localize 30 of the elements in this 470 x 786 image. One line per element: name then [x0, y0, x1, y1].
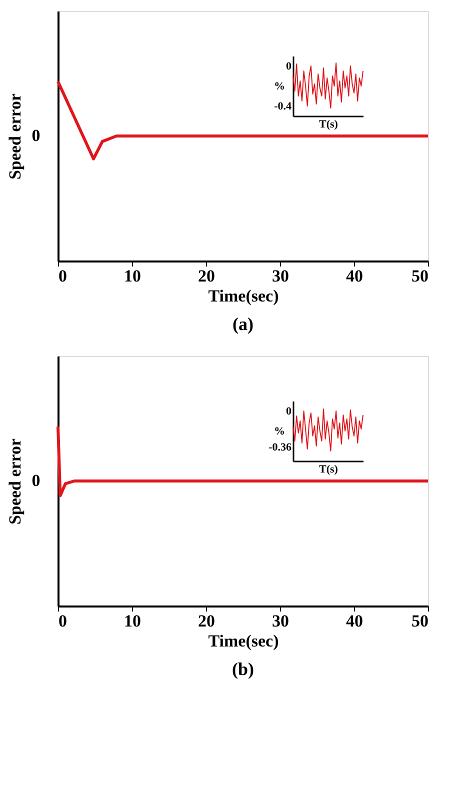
- x-axis-title: Time(sec): [208, 286, 279, 306]
- x-tick-label: 20: [198, 266, 215, 286]
- y-axis-title: Speed error: [6, 438, 24, 525]
- x-tick-label: 50: [412, 266, 428, 286]
- y-axis-title: %: [274, 426, 285, 438]
- y-tick-label: -0.4: [274, 100, 292, 112]
- y-tick-label: 0: [286, 60, 292, 72]
- y-axis-title: Speed error: [6, 93, 24, 180]
- x-tick-label: 30: [272, 266, 289, 286]
- x-tick-label: 40: [346, 612, 363, 630]
- x-tick-label: 50: [412, 612, 428, 630]
- x-tick-label: 0: [58, 266, 67, 286]
- x-tick-label: 10: [124, 612, 141, 630]
- text: 0: [32, 471, 40, 490]
- y-axis-title: %: [274, 80, 285, 92]
- x-tick-label: 0: [58, 612, 67, 630]
- x-axis-title: T(s): [319, 118, 338, 130]
- line-series: [292, 62, 364, 108]
- x-tick-label: 10: [124, 266, 141, 286]
- x-axis-title: T(s): [319, 464, 338, 476]
- x-axis-title: Time(sec): [208, 632, 279, 650]
- x-tick-label: 20: [198, 612, 215, 630]
- y-tick-label: 0: [286, 406, 292, 418]
- y-tick-label: -0.36: [268, 442, 292, 454]
- x-tick-label: 40: [346, 266, 363, 286]
- x-tick-label: 30: [272, 612, 289, 630]
- line-series: [292, 408, 364, 452]
- text: (a): [232, 314, 254, 334]
- text: 0: [32, 126, 40, 145]
- text: (b): [232, 659, 254, 679]
